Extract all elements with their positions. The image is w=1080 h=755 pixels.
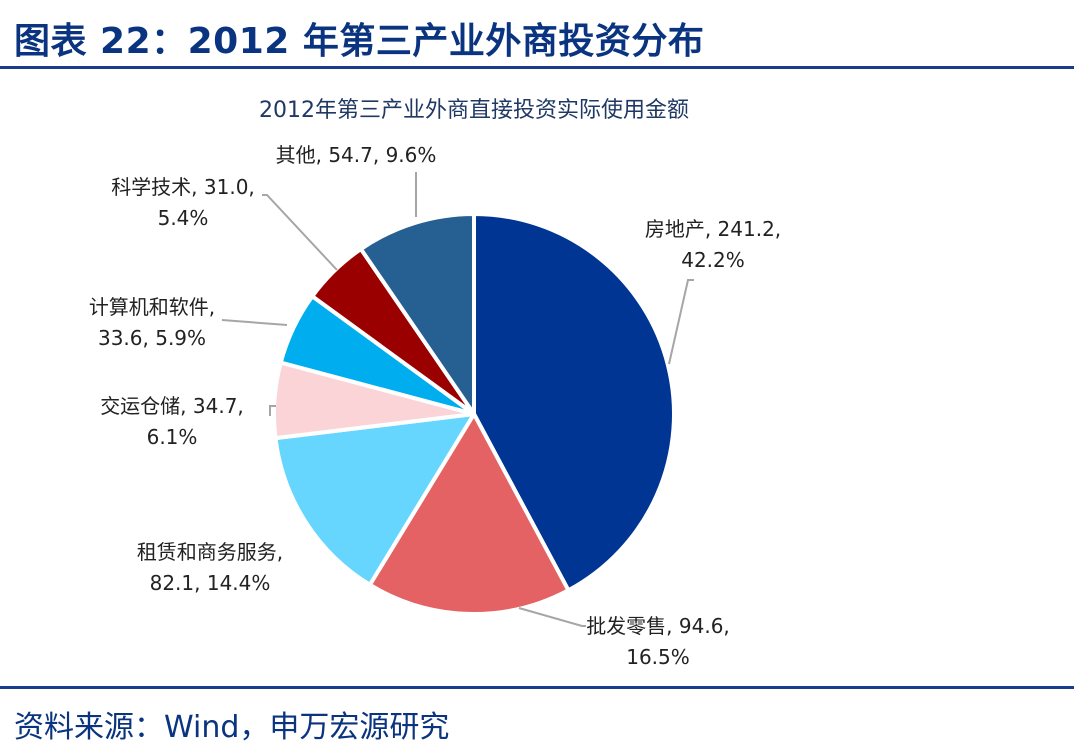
slice-label-5: 计算机和软件, 33.6, 5.9% — [89, 295, 215, 350]
leader-line-1 — [668, 279, 694, 365]
slice-label-line: 房地产, 241.2, — [645, 217, 781, 241]
slice-label-line: 5.4% — [158, 206, 209, 230]
slice-label-line: 计算机和软件, — [89, 295, 215, 319]
slice-label-6: 科学技术, 31.0, 5.4% — [111, 175, 255, 230]
footer-rule — [0, 686, 1074, 689]
slice-label-line: 33.6, 5.9% — [98, 326, 206, 350]
slice-label-line: 交运仓储, 34.7, — [100, 394, 244, 418]
slice-labels: 房地产, 241.2, 42.2% 批发零售, 94.6, 16.5% 租赁和商务服务,… — [89, 143, 781, 669]
leader-lines — [221, 172, 694, 627]
pie-slice-1 — [472, 212, 676, 593]
leader-line-5 — [221, 319, 288, 326]
slice-label-line: 16.5% — [626, 645, 690, 669]
slice-label-line: 6.1% — [147, 425, 198, 449]
leader-line-2 — [518, 607, 586, 627]
pie-slice-2 — [367, 412, 571, 616]
header-rule — [0, 66, 1074, 69]
slice-label-1: 房地产, 241.2, 42.2% — [645, 217, 781, 272]
figure-title: 图表 22：2012 年第三产业外商投资分布 — [14, 21, 705, 62]
leader-line-6 — [262, 194, 338, 271]
slice-label-line: 批发零售, 94.6, — [586, 614, 730, 638]
source-note: 资料来源：Wind，申万宏源研究 — [14, 710, 450, 745]
pie-slice-3 — [273, 412, 476, 587]
slice-label-line: 42.2% — [681, 248, 745, 272]
leader-line-4 — [269, 405, 276, 416]
slice-label-line: 租赁和商务服务, — [137, 540, 283, 564]
slice-label-2: 批发零售, 94.6, 16.5% — [586, 614, 730, 669]
slice-label-line: 82.1, 14.4% — [150, 571, 271, 595]
pie-slice-7 — [358, 212, 476, 416]
slice-label-3: 租赁和商务服务, 82.1, 14.4% — [137, 540, 283, 595]
slice-label-line: 科学技术, 31.0, — [111, 175, 255, 199]
slice-label-7: 其他, 54.7, 9.6% — [276, 143, 437, 167]
slice-label-line: 其他, 54.7, 9.6% — [276, 143, 437, 167]
pie-chart: 2012年第三产业外商直接投资实际使用金额 房地产, 241.2, 42.2% 批发… — [89, 98, 781, 669]
chart-title: 2012年第三产业外商直接投资实际使用金额 — [259, 98, 689, 123]
slice-label-4: 交运仓储, 34.7, 6.1% — [100, 394, 244, 449]
figure-header: 图表 22：2012 年第三产业外商投资分布 — [0, 0, 1080, 66]
pie-slices — [272, 212, 676, 616]
